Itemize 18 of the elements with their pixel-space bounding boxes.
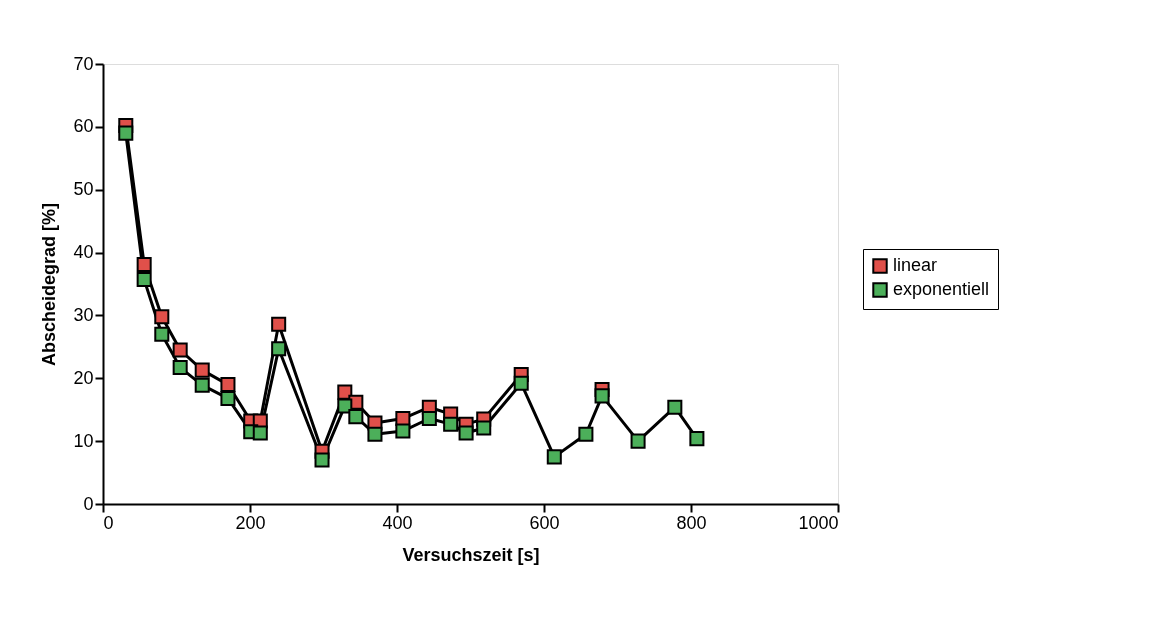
x-tick-label: 400 xyxy=(382,512,413,533)
y-axis-title: Abscheidegrad [%] xyxy=(39,202,60,367)
x-tick-label: 200 xyxy=(235,512,266,533)
y-tick-label: 70 xyxy=(73,53,94,74)
x-tick-label: 0 xyxy=(103,512,114,533)
y-tick-label: 50 xyxy=(73,179,94,200)
y-tick-label: 60 xyxy=(73,116,94,137)
y-tick-label: 0 xyxy=(83,493,94,514)
x-tick-label: 1000 xyxy=(798,512,839,533)
x-axis-title: Versuchszeit [s] xyxy=(402,544,540,565)
x-tick-label: 600 xyxy=(529,512,560,533)
legend-label: linear xyxy=(893,255,938,275)
y-tick-label: 10 xyxy=(73,430,94,451)
y-tick-label: 30 xyxy=(73,304,94,325)
legend-label: exponentiell xyxy=(893,279,990,299)
y-tick-label: 40 xyxy=(73,242,94,263)
y-tick-label: 20 xyxy=(73,367,94,388)
x-tick-label: 800 xyxy=(676,512,707,533)
